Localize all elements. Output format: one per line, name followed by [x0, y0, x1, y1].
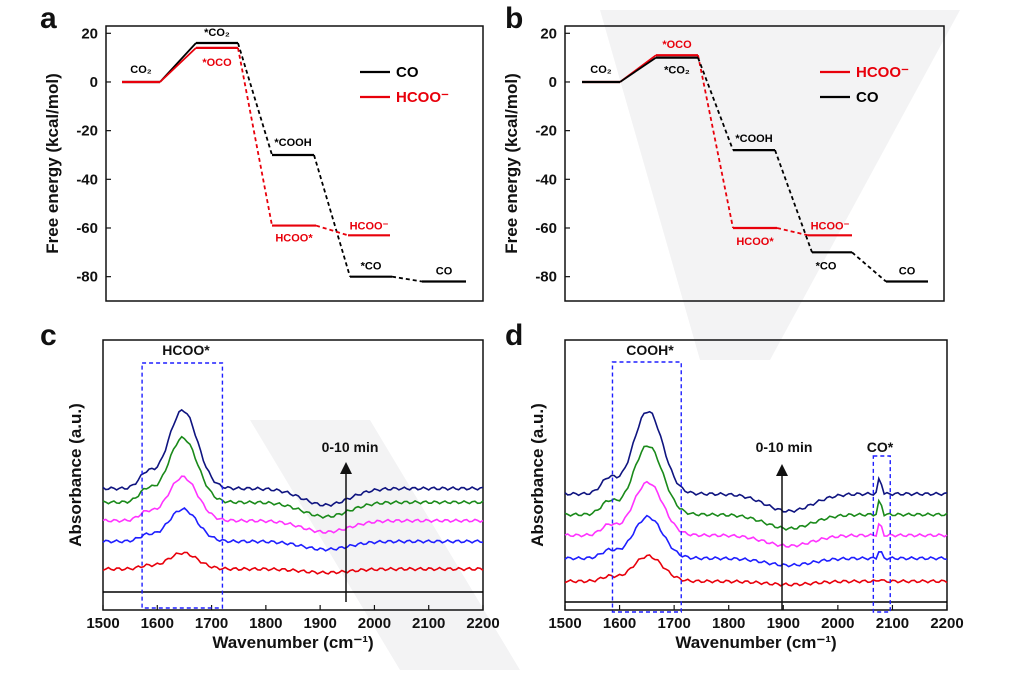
energy-connector — [776, 227, 809, 237]
x-tick-label: 1500 — [86, 615, 119, 632]
state-label: CO₂ — [130, 64, 152, 76]
y-tick-label: 0 — [90, 74, 98, 91]
state-label: *CO₂ — [204, 27, 230, 39]
plot-frame — [564, 25, 945, 302]
x-tick-label: 2200 — [930, 615, 963, 632]
y-tick-label: -60 — [76, 220, 98, 237]
state-label: *COOH — [274, 137, 311, 149]
y-axis-label: Free energy (kcal/mol) — [502, 73, 521, 253]
state-label: *OCO — [202, 57, 232, 69]
energy-connector — [391, 275, 423, 283]
spectrum-line — [564, 480, 948, 548]
spectrum-line — [102, 435, 484, 519]
watermark — [250, 10, 960, 670]
plot-frame — [564, 339, 948, 611]
y-tick-label: 0 — [549, 74, 557, 91]
x-tick-label: 1800 — [249, 615, 282, 632]
y-axis-label: Free energy (kcal/mol) — [43, 73, 62, 253]
band-label: CO* — [867, 439, 894, 455]
x-tick-label: 2200 — [466, 615, 499, 632]
spectrum-line — [102, 408, 484, 507]
state-label: HCOO⁻ — [350, 220, 389, 232]
y-tick-label: -80 — [76, 269, 98, 286]
spectrum-line — [102, 475, 484, 534]
energy-connector — [159, 47, 197, 83]
energy-connector — [697, 57, 734, 151]
x-tick-label: 2100 — [412, 615, 445, 632]
spectrum-line — [564, 445, 948, 531]
y-tick-label: -80 — [535, 269, 557, 286]
x-tick-label: 2000 — [821, 615, 854, 632]
spectrum-line — [564, 514, 948, 568]
y-tick-label: -40 — [535, 171, 557, 188]
x-tick-label: 1600 — [603, 615, 636, 632]
legend-entry: HCOO⁻ — [396, 89, 449, 106]
state-label: HCOO⁻ — [811, 220, 850, 232]
energy-connector — [697, 55, 734, 229]
state-label: CO — [436, 266, 453, 278]
state-label: HCOO* — [275, 233, 313, 245]
state-label: *CO₂ — [664, 65, 690, 77]
highlight-box — [872, 455, 891, 613]
x-tick-label: 1900 — [303, 615, 336, 632]
panel-letter: d — [505, 319, 523, 352]
highlight-box — [141, 362, 224, 609]
x-axis-label: Wavenumber (cm⁻¹) — [212, 633, 373, 652]
plot-frame — [102, 339, 484, 611]
panel-letter: a — [40, 2, 57, 35]
state-label: HCOO* — [736, 236, 774, 248]
state-label: *COOH — [735, 133, 772, 145]
legend-entry: CO — [856, 89, 879, 106]
y-tick-label: -20 — [76, 123, 98, 140]
panel-b: b 20 0 -20 -40 -60 -80 Free energy (kcal/mol) *O… — [502, 2, 945, 302]
panel-letter: c — [40, 319, 57, 352]
spectrum-line — [564, 410, 948, 514]
energy-connector — [237, 47, 273, 226]
state-label: *OCO — [662, 39, 692, 51]
highlight-box — [611, 361, 682, 613]
state-label: *CO — [361, 261, 382, 273]
x-tick-label: 2100 — [876, 615, 909, 632]
y-axis-label: Absorbance (a.u.) — [528, 403, 547, 547]
y-tick-label: -60 — [535, 220, 557, 237]
y-axis-label: Absorbance (a.u.) — [66, 403, 85, 547]
spectrum-line — [102, 506, 484, 552]
x-tick-label: 1500 — [548, 615, 581, 632]
x-tick-label: 1600 — [141, 615, 174, 632]
x-tick-label: 1700 — [195, 615, 228, 632]
energy-connector — [315, 224, 349, 237]
panel-c: c 1500 1600 1700 1800 1900 2000 2100 2200 Wavenum… — [40, 319, 500, 652]
panel-a: a 20 0 -20 -40 -60 -80 Free energy (kcal/mol) CO… — [40, 2, 484, 302]
y-tick-label: 20 — [81, 25, 98, 42]
state-label: CO₂ — [590, 64, 612, 76]
energy-connector — [851, 251, 887, 283]
band-label: HCOO* — [162, 342, 210, 358]
panel-letter: b — [505, 2, 523, 35]
y-tick-label: -40 — [76, 171, 98, 188]
state-label: CO — [899, 266, 916, 278]
energy-connector — [237, 42, 273, 156]
y-tick-label: -20 — [535, 123, 557, 140]
x-tick-label: 1700 — [657, 615, 690, 632]
legend-entry: HCOO⁻ — [856, 64, 909, 81]
band-label: 0-10 min — [322, 439, 379, 455]
band-label: 0-10 min — [756, 439, 813, 455]
energy-connector — [313, 154, 351, 277]
energy-connector — [619, 56, 657, 83]
y-tick-label: 20 — [540, 25, 557, 42]
panel-d: d 1500 1600 1700 1800 1900 2000 2100 2200 Wavenum… — [505, 319, 964, 652]
x-tick-label: 2000 — [358, 615, 391, 632]
x-tick-label: 1800 — [712, 615, 745, 632]
state-label: *CO — [816, 260, 837, 272]
legend-entry: CO — [396, 64, 419, 81]
x-tick-label: 1900 — [767, 615, 800, 632]
plot-frame — [105, 25, 484, 302]
band-label: COOH* — [626, 342, 674, 358]
spectrum-line — [102, 551, 484, 575]
x-axis-label: Wavenumber (cm⁻¹) — [675, 633, 836, 652]
spectrum-line — [564, 554, 948, 587]
